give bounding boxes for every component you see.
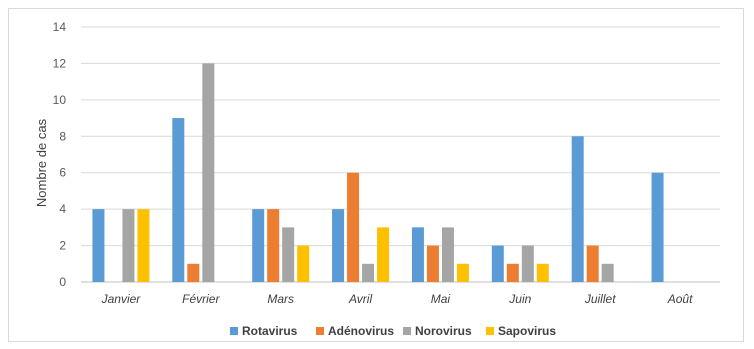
bar-norovirus-mars [282,227,294,282]
x-tick-label: Juillet [584,292,616,306]
bar-rotavirus-juin [492,246,504,282]
legend-swatch [486,327,494,335]
bar-rotavirus-janvier [92,209,104,282]
bar-adénovirus-avril [347,173,359,282]
legend-label: Rotavirus [242,324,298,338]
bar-norovirus-février [202,63,214,282]
bar-sapovirus-janvier [137,209,149,282]
bar-sapovirus-avril [377,227,389,282]
x-axis-ticks: Janvier Février Mars Avril Mai Juin Juillet Aoû… [101,292,693,306]
bar-adénovirus-février [187,264,199,282]
y-tick-label: 8 [59,129,66,143]
x-tick-label: Août [667,292,693,306]
y-tick-label: 14 [53,20,67,34]
bar-adénovirus-mars [267,209,279,282]
bar-adénovirus-juin [507,264,519,282]
bar-rotavirus-février [172,118,184,282]
legend-swatch [316,327,324,335]
bar-norovirus-mai [442,227,454,282]
y-axis-label: Nombre de cas [34,118,49,207]
bar-rotavirus-avril [332,209,344,282]
bar-rotavirus-mai [412,227,424,282]
bar-rotavirus-août [652,173,664,282]
legend: Rotavirus Adénovirus Norovirus Sapovirus [230,324,556,338]
x-tick-label: Mars [267,292,294,306]
x-tick-label: Juin [508,292,531,306]
y-tick-label: 0 [59,275,66,289]
y-tick-label: 12 [53,56,67,70]
bar-norovirus-janvier [122,209,134,282]
bar-adénovirus-mai [427,246,439,282]
x-tick-label: Mai [431,292,451,306]
x-tick-label: Février [182,292,220,306]
legend-swatch [230,327,238,335]
bar-sapovirus-mars [297,246,309,282]
y-tick-label: 4 [59,202,66,216]
y-axis-ticks: 0 2 4 6 8 10 12 14 [53,20,67,289]
bar-norovirus-juin [522,246,534,282]
legend-swatch [403,327,411,335]
legend-label: Adénovirus [328,324,394,338]
bar-norovirus-juillet [602,264,614,282]
y-tick-label: 10 [53,93,67,107]
bar-rotavirus-mars [252,209,264,282]
bar-adénovirus-juillet [587,246,599,282]
bar-rotavirus-juillet [572,136,584,282]
bar-norovirus-avril [362,264,374,282]
bar-sapovirus-juin [537,264,549,282]
legend-label: Norovirus [415,324,472,338]
legend-label: Sapovirus [498,324,556,338]
y-tick-label: 2 [59,239,66,253]
bar-sapovirus-mai [457,264,469,282]
x-tick-label: Janvier [101,292,142,306]
y-tick-label: 6 [59,166,66,180]
x-tick-label: Avril [348,292,372,306]
